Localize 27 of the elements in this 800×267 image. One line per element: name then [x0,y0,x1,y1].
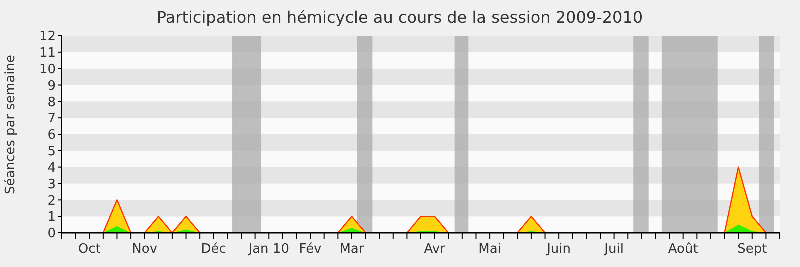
y-tick-label: 7 [48,112,56,127]
y-tick-label: 10 [39,62,56,78]
x-tick-label: Juil [604,242,624,257]
y-tick-label: 2 [48,194,56,209]
x-tick-label: Oct [78,242,101,257]
y-tick-label: 12 [39,30,56,45]
y-tick-label: 9 [48,78,56,94]
x-tick-label: Mai [478,242,502,257]
x-tick-label: Mar [340,242,365,257]
x-tick-label: Avr [424,242,446,257]
chart-title: Participation en hémicycle au cours de la session 2009-2010 [156,8,644,27]
x-tick-label: Août [668,242,698,257]
x-tick-label: Jan 10 [248,242,290,257]
x-tick-label: Fév [299,242,322,257]
x-tick-label: Juin [546,242,572,257]
y-tick-label: 11 [39,46,56,62]
y-tick-label: 5 [48,144,56,160]
y-tick-label: 0 [48,226,56,242]
y-axis-title: Séances par semaine [4,55,19,194]
y-tick-label: 8 [48,95,56,110]
y-tick-label: 6 [48,128,56,144]
x-tick-label: Sept [738,242,768,257]
y-tick-label: 3 [48,177,56,192]
x-tick-label: Déc [201,242,226,257]
x-tick-label: Nov [132,242,158,257]
y-tick-label: 4 [48,160,56,176]
y-tick-label: 1 [48,210,56,226]
